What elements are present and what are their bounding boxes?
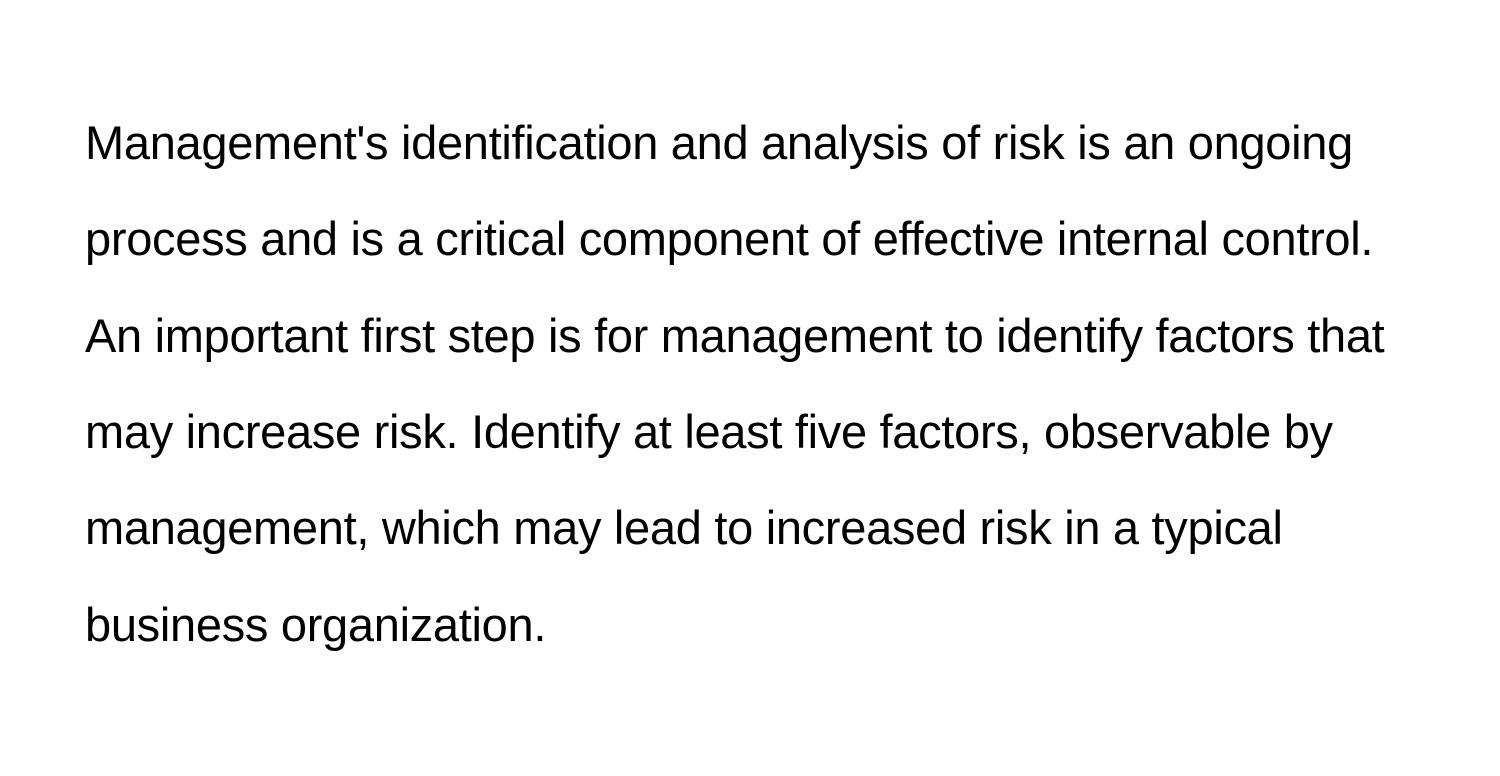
paragraph-text: Management's identification and analysis…	[85, 95, 1415, 673]
